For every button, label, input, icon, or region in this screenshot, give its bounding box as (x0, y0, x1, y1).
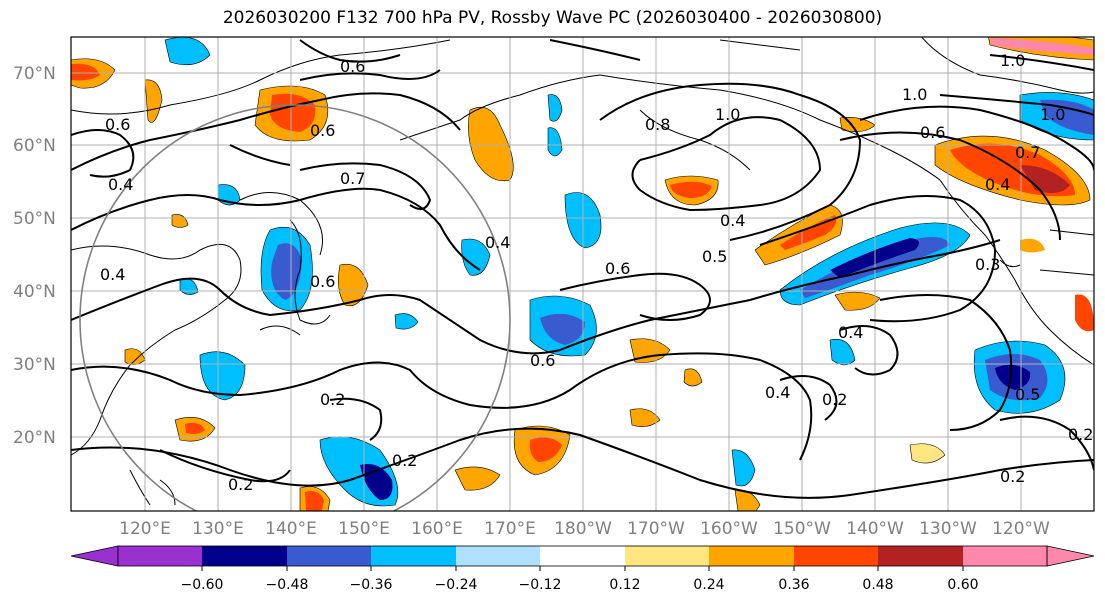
contour-label: 0.3 (975, 255, 1000, 274)
colorbar-segment (794, 546, 878, 566)
contour-label: 0.6 (605, 259, 630, 278)
contour-label: 0.4 (765, 383, 790, 402)
lon-label: 140°E (265, 519, 317, 539)
colorbar: −0.60 −0.48 −0.36 −0.24 −0.12 0.12 0.24 … (70, 545, 1095, 593)
lon-label: 140°W (846, 519, 904, 539)
coastlines (71, 37, 1094, 506)
contour-label: 1.0 (1000, 51, 1025, 70)
contour-label: 0.5 (1015, 385, 1040, 404)
lat-label: 70°N (13, 64, 56, 84)
colorbar-segment (878, 546, 963, 566)
colorbar-extend-max (1046, 545, 1095, 567)
contour-label: 0.8 (645, 115, 670, 134)
colorbar-segment (625, 546, 709, 566)
contour-labels: 0.6 0.6 0.6 0.7 0.4 0.4 0.6 0.4 0.2 0.2 … (100, 51, 1093, 494)
radius-circle (79, 104, 511, 511)
latitude-labels: 70°N 60°N 50°N 40°N 30°N 20°N (13, 64, 56, 448)
colorbar-segment (202, 546, 287, 566)
lat-label: 50°N (13, 209, 56, 229)
lat-label: 30°N (13, 355, 56, 375)
graticule (71, 37, 1094, 511)
contour-label: 0.4 (720, 211, 745, 230)
contour-label: 0.2 (392, 451, 417, 470)
contour-label: 0.7 (340, 169, 365, 188)
lon-label: 150°E (338, 519, 390, 539)
contour-label: 0.5 (702, 247, 727, 266)
contour-label: 0.6 (105, 115, 130, 134)
lon-label: 160°E (411, 519, 463, 539)
longitude-labels: 120°E 130°E 140°E 150°E 160°E 170°E 180°… (119, 519, 1050, 539)
contour-label: 0.6 (340, 57, 365, 76)
contour-label: 0.4 (485, 233, 510, 252)
colorbar-tick-label: −0.24 (435, 577, 478, 593)
lon-label: 130°W (919, 519, 977, 539)
pv-contours (71, 39, 1094, 499)
lat-label: 60°N (13, 136, 56, 156)
contour-label: 0.2 (228, 475, 253, 494)
colorbar-segment (118, 546, 202, 566)
lon-label: 170°W (627, 519, 685, 539)
colorbar-segment (287, 546, 371, 566)
lon-label: 130°E (192, 519, 244, 539)
contour-label: 0.4 (838, 323, 863, 342)
lon-label: 180°W (554, 519, 612, 539)
contour-label: 0.2 (1000, 467, 1025, 486)
contour-label: 1.0 (902, 85, 927, 104)
colorbar-tick-labels: −0.60 −0.48 −0.36 −0.24 −0.12 0.12 0.24 … (181, 577, 979, 593)
map-title: 2026030200 F132 700 hPa PV, Rossby Wave … (222, 8, 883, 28)
contour-label: 1.0 (1040, 105, 1065, 124)
contour-label: 0.7 (1015, 143, 1040, 162)
colorbar-tick-label: 0.36 (778, 577, 809, 593)
colorbar-segment (456, 546, 540, 566)
colorbar-ticks (201, 566, 964, 571)
lon-label: 120°W (992, 519, 1050, 539)
colorbar-tick-label: −0.36 (350, 577, 393, 593)
colorbar-tick-label: −0.48 (266, 577, 309, 593)
contour-label: 0.4 (108, 175, 133, 194)
colorbar-tick-label: −0.12 (519, 577, 562, 593)
colorbar-extend-min (70, 545, 119, 567)
contour-label: 0.2 (822, 390, 847, 409)
colorbar-segment (963, 546, 1047, 566)
colorbar-segment (709, 546, 794, 566)
colorbar-outline (117, 545, 1048, 567)
colorbar-tick-label: 0.48 (862, 577, 893, 593)
contour-label: 0.4 (985, 175, 1010, 194)
contour-label: 0.6 (310, 121, 335, 140)
contour-label: 0.6 (310, 272, 335, 291)
contour-label: 0.2 (1068, 425, 1093, 444)
contour-label: 1.0 (715, 105, 740, 124)
contour-label: 0.2 (320, 390, 345, 409)
colorbar-segment (540, 546, 625, 566)
lon-label: 150°W (773, 519, 831, 539)
colorbar-tick-label: −0.60 (181, 577, 224, 593)
lon-label: 170°E (484, 519, 536, 539)
lat-label: 20°N (13, 428, 56, 448)
colorbar-segment (371, 546, 456, 566)
lon-label: 120°E (119, 519, 171, 539)
contour-label: 0.6 (920, 123, 945, 142)
map-frame (70, 36, 1095, 512)
lon-label: 160°W (700, 519, 758, 539)
colorbar-tick-label: 0.24 (693, 577, 724, 593)
colorbar-tick-label: 0.60 (947, 577, 978, 593)
colorbar-tick-label: 0.12 (609, 577, 640, 593)
lat-label: 40°N (13, 282, 56, 302)
contour-label: 0.6 (530, 351, 555, 370)
contour-label: 0.4 (100, 265, 125, 284)
